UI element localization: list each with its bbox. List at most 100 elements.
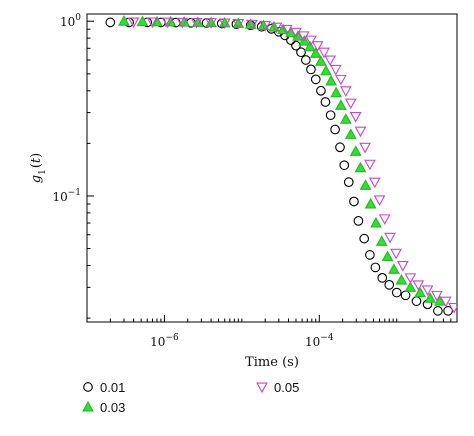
data-point (375, 235, 388, 246)
data-point (318, 47, 330, 59)
data-point (343, 177, 354, 187)
data-point (439, 296, 452, 308)
data-point (359, 179, 372, 190)
data-point (411, 296, 422, 307)
data-point (349, 145, 362, 156)
data-point (335, 99, 347, 110)
data-point (364, 159, 376, 171)
data-point (136, 15, 149, 27)
data-point (414, 286, 426, 298)
data-point (396, 261, 409, 272)
data-point (381, 250, 394, 262)
data-point (315, 55, 327, 66)
data-point (349, 111, 362, 123)
data-point (178, 16, 191, 27)
data-point (373, 195, 386, 206)
data-point (306, 64, 316, 75)
data-point (118, 15, 130, 26)
legend-marker (83, 382, 93, 392)
y-tick-label: 100 (60, 13, 81, 29)
data-point (431, 290, 443, 302)
data-point (305, 35, 317, 47)
data-point (127, 17, 140, 29)
series-0.03 (118, 15, 446, 306)
data-point (388, 263, 400, 274)
legend-label: 0.01 (100, 380, 125, 395)
data-point (349, 196, 359, 207)
data-point (146, 17, 159, 29)
data-point (335, 142, 345, 153)
data-point (330, 124, 340, 135)
data-point (161, 17, 174, 29)
data-point (404, 281, 417, 292)
data-point (384, 232, 396, 244)
x-tick-label: 10−4 (305, 333, 334, 349)
data-point (400, 290, 411, 301)
data-point (190, 17, 203, 29)
data-point (232, 19, 245, 30)
data-point (339, 160, 350, 171)
data-point (280, 24, 293, 36)
data-point (339, 113, 352, 124)
data-point (218, 18, 231, 30)
data-point (424, 292, 437, 303)
series-0.05 (127, 17, 457, 314)
data-point (270, 22, 283, 34)
data-point (246, 19, 258, 31)
data-point (176, 17, 189, 29)
data-point (421, 285, 434, 296)
data-point (391, 287, 402, 298)
y-axis-label: g1(t) (29, 153, 48, 183)
data-point (325, 74, 337, 86)
svg-text:g1(t): g1(t) (29, 153, 48, 183)
data-point (291, 40, 301, 51)
data-point (384, 279, 395, 290)
data-markers (105, 15, 457, 316)
x-axis-label: Time (s) (245, 355, 299, 370)
legend: 0.01 0.03 0.05 (82, 380, 299, 415)
data-point (329, 64, 342, 76)
data-point (335, 74, 347, 86)
data-point (359, 142, 371, 154)
data-point (433, 306, 443, 316)
data-point (296, 47, 306, 58)
data-point (368, 177, 381, 189)
data-point (344, 98, 357, 110)
data-point (377, 272, 388, 283)
data-point (370, 216, 382, 228)
data-point (412, 280, 425, 291)
data-point (257, 19, 270, 31)
data-point (310, 74, 321, 85)
legend-marker (82, 400, 94, 412)
data-point (105, 17, 116, 28)
data-point (311, 41, 324, 52)
data-point (300, 55, 311, 65)
data-point (370, 262, 381, 273)
data-point (324, 55, 337, 67)
data-point (390, 248, 402, 260)
data-point (325, 110, 336, 121)
legend-marker (256, 382, 268, 394)
data-point (378, 214, 391, 225)
data-point (330, 86, 343, 98)
data-point (309, 47, 322, 58)
data-point (354, 161, 367, 173)
data-point (353, 216, 364, 226)
x-tick-label: 10−6 (150, 333, 179, 349)
data-point (316, 85, 326, 96)
data-point (364, 197, 377, 209)
plot-frame (86, 13, 458, 323)
data-point (339, 86, 352, 97)
legend-label: 0.05 (274, 380, 299, 395)
x-axis-ticks: 10−6 10−4 (86, 315, 458, 349)
y-axis-ticks: 100 10−1 (52, 13, 94, 319)
data-point (448, 302, 457, 314)
data-point (354, 126, 367, 138)
data-point (290, 27, 302, 39)
legend-label: 0.03 (100, 400, 125, 415)
data-point (359, 233, 370, 244)
data-point (320, 97, 331, 107)
data-point (365, 250, 375, 260)
y-tick-label: 10−1 (52, 188, 81, 204)
